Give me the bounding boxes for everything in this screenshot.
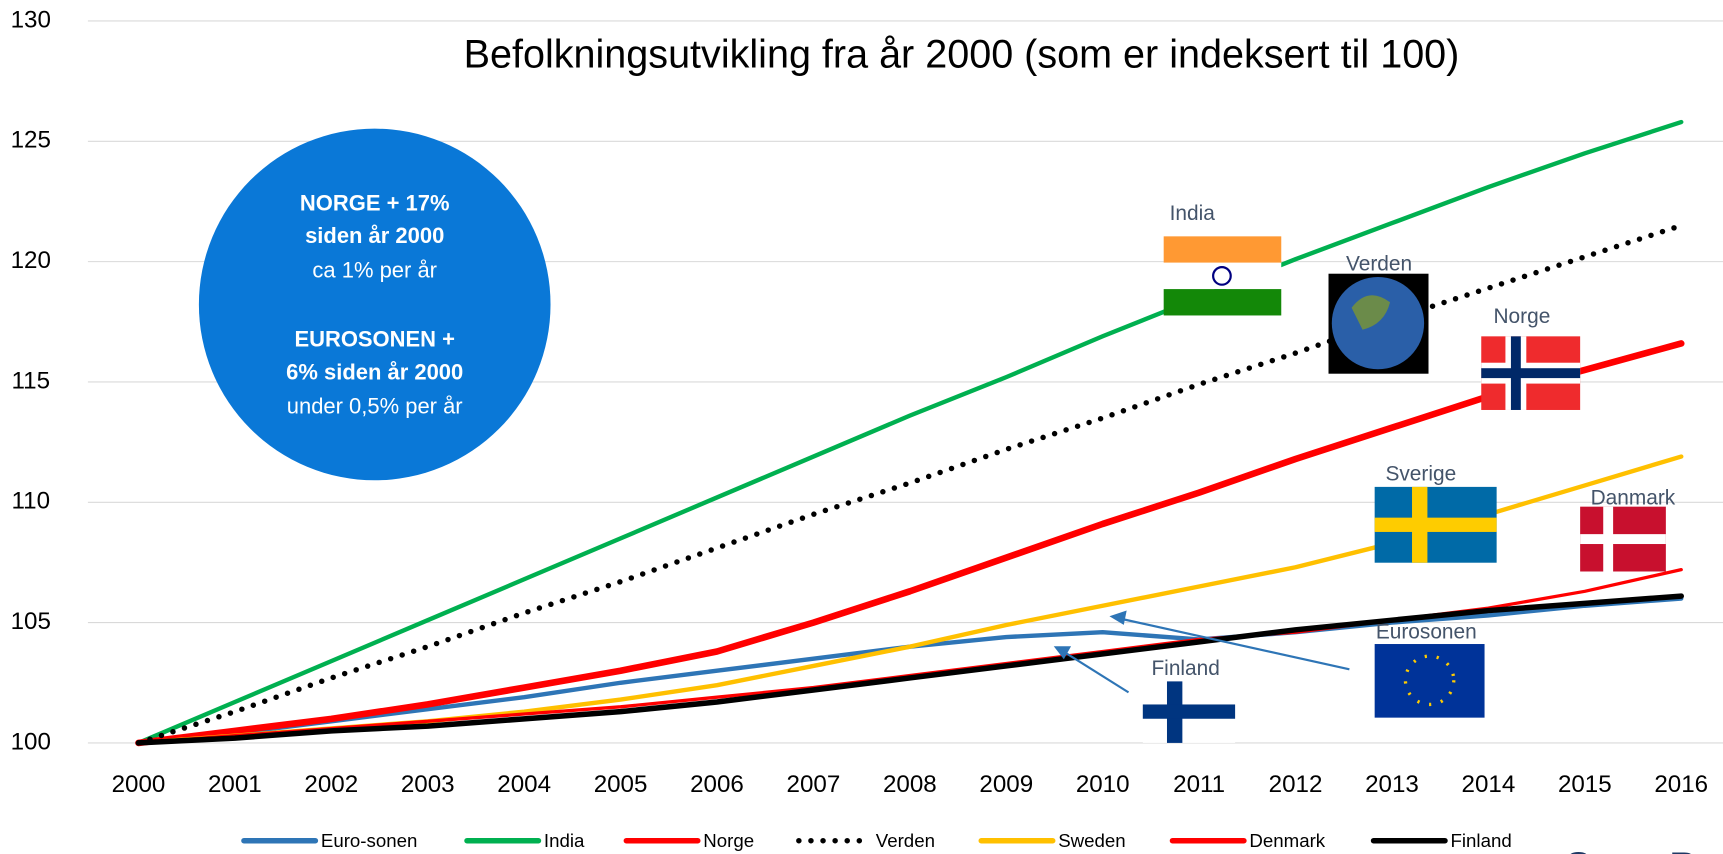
y-tick-label: 120 [11, 247, 51, 274]
circle-text: EUROSONEN + [294, 327, 455, 352]
x-tick-label: 2002 [304, 771, 358, 798]
flag-label: Sverige [1385, 462, 1456, 485]
x-tick-label: 2015 [1558, 771, 1612, 798]
x-tick-label: 2001 [208, 771, 262, 798]
y-tick-label: 125 [11, 127, 51, 154]
flag-label: India [1170, 202, 1216, 225]
x-tick-label: 2006 [690, 771, 744, 798]
flag-label: Eurosonen [1376, 621, 1477, 644]
page: {"chart_data":{"type":"line", "title":"B… [0, 0, 1723, 854]
flag-label: Norge [1493, 305, 1550, 328]
legend-label: India [544, 830, 585, 851]
x-tick-label: 2003 [401, 771, 455, 798]
logo: SpareBa [1566, 844, 1719, 854]
y-tick-label: 105 [11, 608, 51, 635]
flag-label: Finland [1151, 657, 1219, 680]
legend-label: Finland [1450, 830, 1511, 851]
x-tick-label: 2004 [497, 771, 551, 798]
x-tick-label: 2013 [1365, 771, 1419, 798]
circle-text: ca 1% per år [312, 257, 437, 282]
circle-text: under 0,5% per år [287, 394, 463, 419]
y-tick-label: 130 [11, 6, 51, 33]
circle-text: siden år 2000 [305, 223, 444, 248]
x-tick-label: 2008 [883, 771, 937, 798]
legend-label: Norge [703, 830, 754, 851]
x-tick-label: 2007 [787, 771, 841, 798]
legend-label: Sweden [1058, 830, 1125, 851]
info-circle [199, 129, 551, 481]
flag-label: Verden [1346, 252, 1412, 275]
legend-label: Verden [876, 830, 935, 851]
x-tick-label: 2009 [979, 771, 1033, 798]
x-tick-label: 2005 [594, 771, 648, 798]
y-tick-label: 100 [11, 728, 51, 755]
chart-title: Befolkningsutvikling fra år 2000 (som er… [464, 33, 1460, 77]
x-tick-label: 2000 [112, 771, 166, 798]
flag-label: Danmark [1591, 486, 1676, 509]
x-tick-label: 2016 [1654, 771, 1708, 798]
y-tick-label: 115 [12, 367, 51, 394]
chart: Befolkningsutvikling fra år 2000 (som er… [0, 0, 1723, 854]
x-tick-label: 2014 [1462, 771, 1516, 798]
x-tick-label: 2012 [1269, 771, 1323, 798]
flags [1143, 236, 1666, 743]
legend-label: Denmark [1249, 830, 1325, 851]
circle-text: 6% siden år 2000 [286, 360, 463, 385]
legend-label: Euro-sonen [321, 830, 418, 851]
circle-text: NORGE + 17% [300, 190, 450, 215]
x-tick-label: 2010 [1076, 771, 1130, 798]
x-tick-label: 2011 [1173, 771, 1225, 798]
y-tick-label: 110 [12, 488, 51, 515]
